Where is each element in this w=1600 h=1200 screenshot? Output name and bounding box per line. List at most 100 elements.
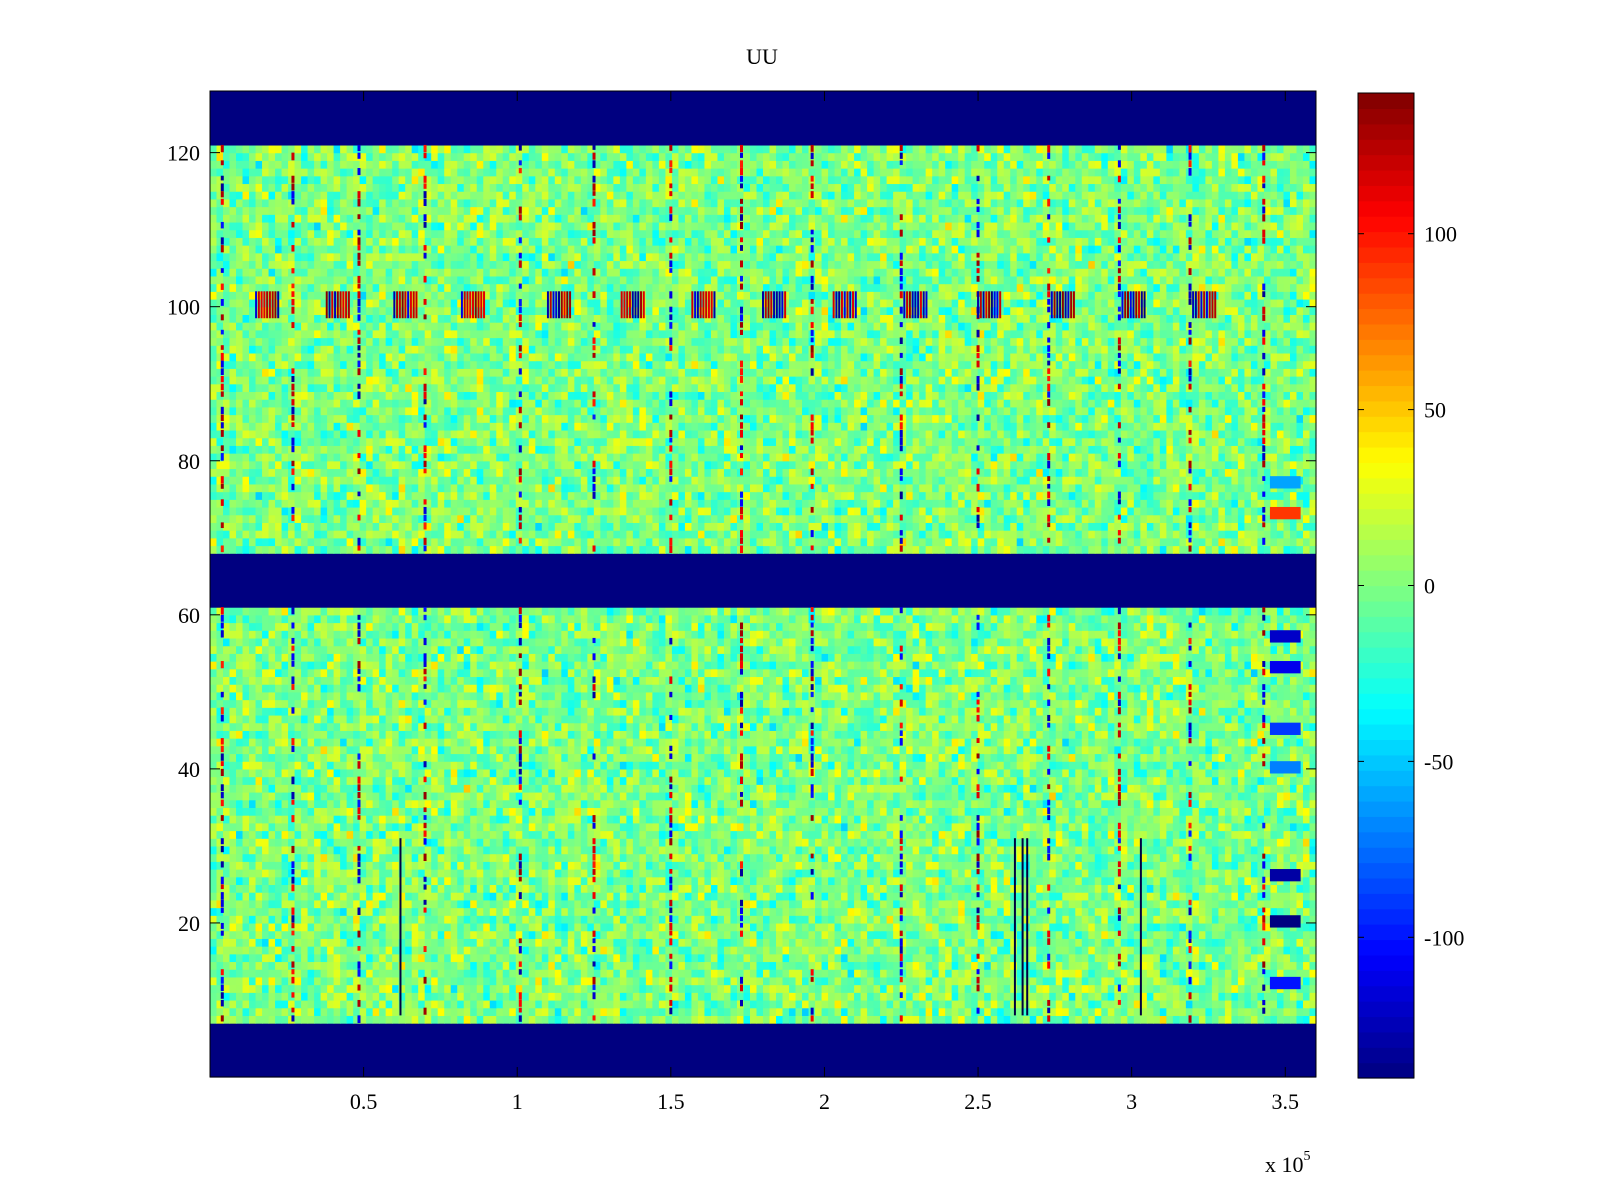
heatmap-cell — [1140, 838, 1148, 847]
heatmap-cell — [561, 853, 569, 862]
heatmap-cell — [1016, 992, 1024, 1001]
heatmap-cell — [984, 822, 992, 832]
heatmap-cell — [1231, 915, 1239, 924]
heatmap-cell — [639, 946, 647, 955]
heatmap-cell — [359, 953, 367, 963]
heatmap-cell — [450, 984, 458, 993]
heatmap-cell — [528, 1015, 536, 1024]
heatmap-cell — [1289, 1007, 1298, 1016]
heatmap-cell — [639, 976, 647, 986]
heatmap-cell — [236, 992, 244, 1001]
heatmap-cell — [795, 899, 803, 909]
heatmap-cell — [262, 961, 270, 970]
heatmap-cell — [333, 892, 341, 901]
heatmap-cell — [645, 822, 653, 832]
heatmap-cell — [665, 838, 673, 847]
heatmap-cell — [606, 884, 614, 893]
heatmap-cell — [405, 807, 413, 816]
heatmap-cell — [763, 992, 771, 1001]
heatmap-cell — [645, 845, 653, 855]
heatmap-cell — [763, 807, 771, 816]
heatmap-cell — [1218, 869, 1226, 878]
heatmap-cell — [828, 953, 836, 963]
heatmap-cell — [919, 946, 927, 955]
heatmap-cell — [236, 799, 244, 808]
heatmap-cell — [782, 861, 790, 870]
heatmap-cell — [730, 830, 738, 839]
heatmap-cell — [867, 830, 875, 839]
heatmap-cell — [1166, 1007, 1174, 1016]
heatmap-cell — [1166, 830, 1174, 839]
heatmap-cell — [281, 907, 289, 916]
heatmap-cell — [1055, 1007, 1063, 1016]
heatmap-cell — [1062, 1007, 1070, 1016]
heatmap-cell — [951, 984, 959, 993]
heatmap-cell — [613, 822, 621, 832]
heatmap-cell — [951, 938, 959, 947]
heatmap-cell — [1094, 876, 1102, 886]
heatmap-cell — [450, 869, 458, 878]
heatmap-cell — [437, 992, 445, 1001]
heatmap-cell — [515, 845, 523, 855]
heatmap-cell — [769, 930, 777, 939]
heatmap-cell — [366, 984, 374, 993]
heatmap-cell — [1231, 922, 1239, 932]
heatmap-cell — [450, 930, 458, 939]
heatmap-cell — [763, 969, 771, 978]
heatmap-cell — [1276, 961, 1285, 970]
heatmap-cell — [867, 822, 875, 832]
heatmap-cell — [723, 946, 732, 955]
heatmap-cell — [782, 876, 790, 886]
heatmap-cell — [658, 1007, 667, 1016]
heatmap-cell — [1172, 907, 1180, 916]
heatmap-cell — [873, 938, 881, 947]
heatmap-cell — [684, 899, 693, 909]
heatmap-cell — [710, 899, 719, 909]
heatmap-cell — [1010, 922, 1018, 932]
heatmap-cell — [606, 838, 614, 847]
heatmap-cell — [925, 953, 933, 963]
heatmap-cell — [1250, 876, 1259, 886]
heatmap-cell — [522, 999, 530, 1009]
heatmap-cell — [665, 915, 673, 924]
heatmap-cell — [658, 822, 667, 832]
heatmap-cell — [359, 961, 367, 970]
heatmap-cell — [275, 807, 283, 816]
heatmap-cell — [366, 907, 374, 916]
heatmap-cell — [509, 915, 517, 924]
heatmap-cell — [1205, 969, 1213, 978]
heatmap-cell — [1114, 992, 1122, 1001]
heatmap-cell — [867, 984, 875, 993]
heatmap-cell — [288, 830, 296, 839]
heatmap-cell — [639, 830, 647, 839]
heatmap-cell — [554, 999, 562, 1009]
heatmap-cell — [314, 791, 322, 801]
heatmap-cell — [821, 845, 829, 855]
heatmap-cell — [496, 999, 504, 1009]
heatmap-cell — [815, 884, 823, 893]
heatmap-cell — [828, 969, 836, 978]
heatmap-cell — [593, 853, 601, 862]
heatmap-cell — [1120, 992, 1128, 1001]
heatmap-cell — [951, 861, 959, 870]
heatmap-cell — [697, 861, 706, 870]
heatmap-cell — [684, 1007, 693, 1016]
heatmap-cell — [1270, 853, 1278, 862]
heatmap-cell — [626, 1007, 634, 1016]
heatmap-cell — [1062, 838, 1070, 847]
heatmap-cell — [710, 876, 719, 886]
heatmap-cell — [697, 869, 706, 878]
heatmap-cell — [554, 869, 562, 878]
heatmap-cell — [301, 961, 309, 970]
heatmap-cell — [450, 961, 458, 970]
heatmap-cell — [1276, 1007, 1285, 1016]
heatmap-cell — [990, 892, 998, 901]
blank-band-row — [210, 1030, 1316, 1040]
heatmap-cell — [502, 999, 510, 1009]
heatmap-cell — [860, 938, 868, 947]
heatmap-cell — [1055, 961, 1063, 970]
heatmap-cell — [1153, 845, 1161, 855]
heatmap-cell — [652, 830, 660, 839]
heatmap-cell — [919, 807, 927, 816]
heatmap-cell — [1198, 984, 1206, 993]
